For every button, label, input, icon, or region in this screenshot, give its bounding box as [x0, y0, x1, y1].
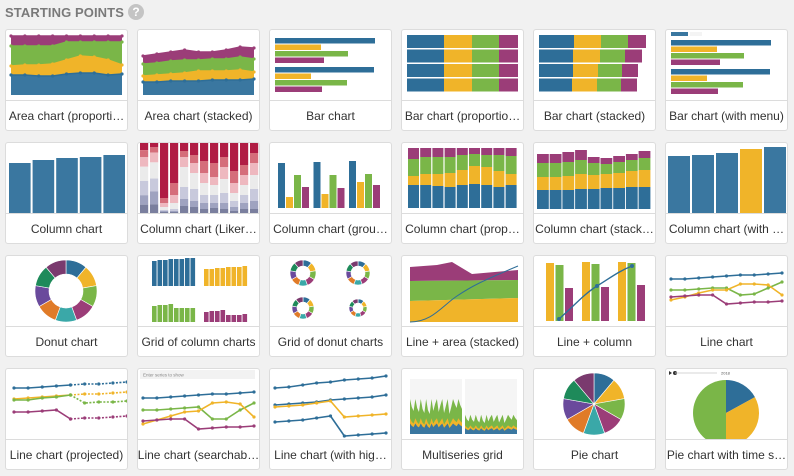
chart-card-label: Line chart [700, 334, 753, 349]
chart-card-label: Line chart (projected) [9, 447, 124, 462]
chart-card-label: Column chart [30, 221, 103, 236]
chart-card-column[interactable]: Column chart [5, 142, 128, 244]
pie-icon [534, 369, 655, 440]
chart-card-label: Bar chart (proportio… [404, 108, 521, 123]
chart-card-label: Grid of column charts [141, 334, 256, 349]
chart-card-label: Column chart (stack… [535, 221, 654, 236]
chart-card-line-area[interactable]: Line + area (stacked) [401, 255, 524, 357]
line-highlight-icon [270, 369, 391, 440]
grid-columns-icon [138, 256, 259, 327]
line-searchable-icon: Enter series to show [138, 369, 259, 440]
chart-card-label: Column chart (with … [668, 221, 785, 236]
chart-card-column-stacked[interactable]: Column chart (stack… [533, 142, 656, 244]
chart-card-donut[interactable]: Donut chart [5, 255, 128, 357]
heading-title: STARTING POINTS [5, 4, 124, 20]
grid-donuts-icon [270, 256, 391, 327]
bar-icon [270, 30, 391, 101]
chart-card-label: Line + column [556, 334, 633, 349]
chart-card-line[interactable]: Line chart [665, 255, 788, 357]
line-column-icon [534, 256, 655, 327]
chart-card-pie-time[interactable]: 2018 Pie chart with time s… [665, 368, 788, 470]
chart-card-label: Line chart (searchab… [138, 447, 259, 462]
section-heading: STARTING POINTS ? [5, 3, 144, 21]
pie-time-icon: 2018 [666, 369, 787, 440]
bar-menu-icon [666, 30, 787, 101]
chart-card-pie[interactable]: Pie chart [533, 368, 656, 470]
chart-card-line-searchable[interactable]: Enter series to show Line chart (searchab… [137, 368, 260, 470]
starting-points-grid: Area chart (proporti… Area chart (stacked… [5, 29, 788, 470]
line-projected-icon [6, 369, 127, 440]
chart-card-label: Pie chart [570, 447, 619, 462]
column-highlight-icon [666, 143, 787, 214]
line-area-icon [402, 256, 523, 327]
chart-card-line-highlight[interactable]: Line chart (with hig… [269, 368, 392, 470]
svg-text:Enter series to show: Enter series to show [143, 373, 185, 378]
column-likert-icon [138, 143, 259, 214]
help-icon[interactable]: ? [127, 4, 144, 20]
area-stacked-icon [138, 30, 259, 101]
chart-card-label: Donut chart [35, 334, 98, 349]
chart-card-label: Line + area (stacked) [405, 334, 520, 349]
multiseries-icon [402, 369, 523, 440]
line-icon [666, 256, 787, 327]
chart-card-area-stacked[interactable]: Area chart (stacked) [137, 29, 260, 131]
chart-card-column-grouped[interactable]: Column chart (grou… [269, 142, 392, 244]
chart-card-label: Column chart (prop… [405, 221, 520, 236]
chart-card-label: Pie chart with time s… [666, 447, 787, 462]
chart-card-grid-donuts[interactable]: Grid of donut charts [269, 255, 392, 357]
column-grouped-icon [270, 143, 391, 214]
chart-card-label: Grid of donut charts [277, 334, 384, 349]
chart-card-label: Multiseries grid [422, 447, 503, 462]
chart-card-label: Column chart (grou… [273, 221, 388, 236]
column-proportional-icon [402, 143, 523, 214]
bar-proportional-icon [402, 30, 523, 101]
area-proportional-icon [6, 30, 127, 101]
chart-card-bar-menu[interactable]: Bar chart (with menu) [665, 29, 788, 131]
column-stacked-icon [534, 143, 655, 214]
chart-card-line-projected[interactable]: Line chart (projected) [5, 368, 128, 470]
chart-card-label: Area chart (proporti… [8, 108, 125, 123]
chart-card-label: Line chart (with hig… [274, 447, 387, 462]
donut-icon [6, 256, 127, 327]
chart-card-column-highlight[interactable]: Column chart (with … [665, 142, 788, 244]
chart-card-label: Area chart (stacked) [144, 108, 253, 123]
chart-card-label: Bar chart [306, 108, 355, 123]
chart-card-label: Bar chart (with menu) [669, 108, 784, 123]
chart-card-line-column[interactable]: Line + column [533, 255, 656, 357]
column-icon [6, 143, 127, 214]
chart-card-column-likert[interactable]: Column chart (Liker… [137, 142, 260, 244]
svg-text:2018: 2018 [721, 371, 731, 376]
chart-card-grid-columns[interactable]: Grid of column charts [137, 255, 260, 357]
chart-card-label: Column chart (Liker… [140, 221, 257, 236]
bar-stacked-icon [534, 30, 655, 101]
chart-card-bar[interactable]: Bar chart [269, 29, 392, 131]
chart-card-column-proportional[interactable]: Column chart (prop… [401, 142, 524, 244]
chart-card-multiseries[interactable]: Multiseries grid [401, 368, 524, 470]
chart-card-area-proportional[interactable]: Area chart (proporti… [5, 29, 128, 131]
chart-card-label: Bar chart (stacked) [543, 108, 646, 123]
chart-card-bar-stacked[interactable]: Bar chart (stacked) [533, 29, 656, 131]
chart-card-bar-proportional[interactable]: Bar chart (proportio… [401, 29, 524, 131]
